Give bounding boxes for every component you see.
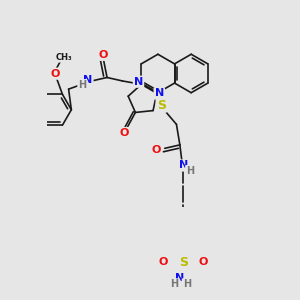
- Text: O: O: [151, 145, 160, 155]
- Text: O: O: [120, 128, 129, 138]
- Text: O: O: [98, 50, 108, 60]
- Text: S: S: [157, 99, 166, 112]
- Text: H: H: [186, 166, 194, 176]
- Text: N: N: [83, 74, 92, 85]
- Text: O: O: [199, 256, 208, 267]
- Text: CH₃: CH₃: [56, 53, 72, 62]
- Text: N: N: [154, 88, 164, 98]
- Text: N: N: [175, 273, 184, 283]
- Text: O: O: [159, 256, 168, 267]
- Text: O: O: [51, 69, 60, 79]
- Text: H: H: [78, 80, 86, 90]
- Text: S: S: [179, 256, 188, 269]
- Text: H: H: [183, 279, 191, 289]
- Text: N: N: [134, 77, 143, 87]
- Text: N: N: [179, 160, 188, 170]
- Text: H: H: [169, 279, 178, 289]
